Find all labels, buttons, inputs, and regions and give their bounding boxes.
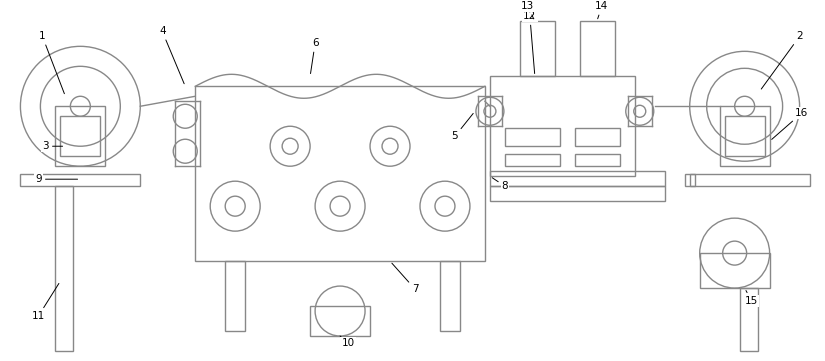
Bar: [55, 186, 73, 351]
Bar: [724, 116, 765, 156]
Text: 13: 13: [521, 1, 535, 19]
Text: 10: 10: [340, 336, 355, 348]
Bar: [225, 261, 245, 331]
Text: 7: 7: [392, 263, 418, 294]
Text: 9: 9: [35, 174, 78, 184]
Text: 4: 4: [159, 26, 184, 84]
Bar: [505, 128, 560, 146]
Bar: [505, 154, 560, 166]
Bar: [580, 21, 615, 76]
Text: 14: 14: [595, 1, 608, 19]
Bar: [440, 261, 460, 331]
Text: 5: 5: [451, 113, 474, 141]
Bar: [719, 106, 770, 166]
Bar: [700, 253, 770, 288]
Text: 6: 6: [310, 38, 318, 74]
Bar: [690, 174, 809, 186]
Bar: [575, 128, 620, 146]
Text: 15: 15: [745, 291, 758, 306]
Text: 2: 2: [761, 31, 803, 89]
Bar: [490, 186, 665, 201]
Bar: [490, 76, 634, 176]
Text: 11: 11: [32, 283, 59, 321]
Bar: [60, 116, 101, 156]
Bar: [740, 288, 757, 351]
Bar: [310, 306, 370, 336]
Text: 3: 3: [42, 141, 63, 151]
Bar: [685, 174, 695, 186]
Bar: [520, 21, 555, 76]
Bar: [55, 106, 106, 166]
Bar: [490, 171, 665, 186]
Text: 12: 12: [523, 11, 536, 74]
Text: 16: 16: [771, 108, 808, 139]
Text: 1: 1: [39, 31, 64, 94]
Text: 8: 8: [493, 178, 508, 191]
Bar: [196, 86, 485, 261]
Bar: [21, 174, 140, 186]
Bar: [575, 154, 620, 166]
